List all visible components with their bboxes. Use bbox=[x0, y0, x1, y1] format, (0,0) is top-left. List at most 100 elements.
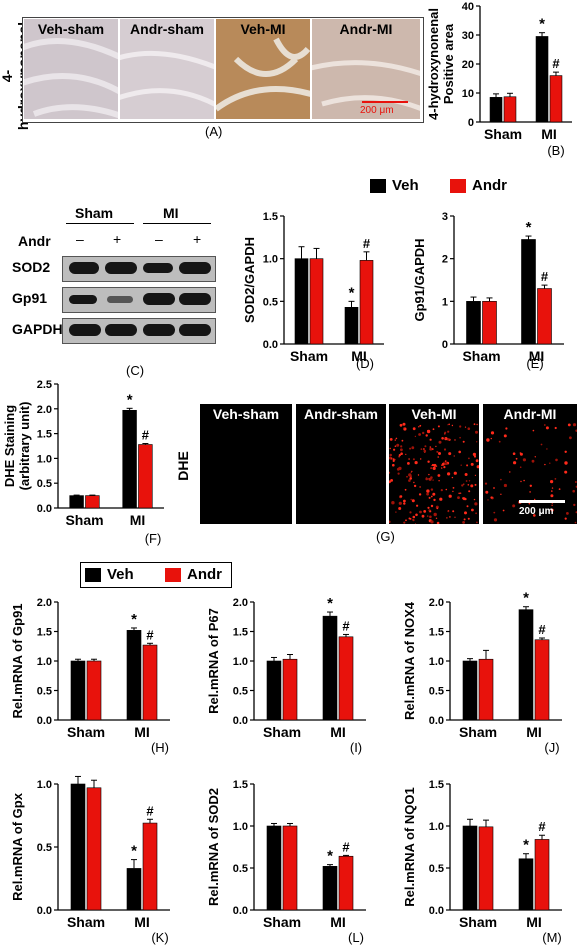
category-label: MI bbox=[529, 348, 545, 364]
y-tick-label: 10 bbox=[462, 88, 474, 100]
y-tick-label: 0.5 bbox=[429, 686, 444, 698]
y-axis-label-line: Positive area bbox=[441, 23, 456, 104]
bar-veh bbox=[294, 258, 309, 345]
panel-letter: (B) bbox=[547, 143, 564, 158]
y-tick-label: 2 bbox=[442, 254, 448, 266]
bar-veh bbox=[70, 783, 86, 911]
significance-hash: # bbox=[342, 618, 350, 633]
panel-letter: (H) bbox=[151, 740, 169, 755]
y-axis-label: Rel.mRNA of NQO1 bbox=[402, 787, 417, 906]
bar-veh bbox=[535, 36, 549, 123]
chart-f: 0.0 0.5 1.0 1.5 2.0 2.5 DHE Staining(arbitrary… bbox=[2, 379, 164, 546]
bar-andr bbox=[534, 639, 550, 721]
tile-title: Veh-sham bbox=[37, 21, 105, 37]
scale-bar-label: 200 μm bbox=[519, 506, 554, 517]
bar-veh bbox=[462, 825, 478, 911]
panel-letter: (A) bbox=[205, 124, 223, 139]
y-tick-label: 0.5 bbox=[37, 686, 52, 698]
panel-letter: (K) bbox=[151, 930, 168, 945]
panel-letter: (G) bbox=[376, 529, 395, 544]
y-tick-label: 0.5 bbox=[233, 863, 248, 875]
chart-i: 0.0 0.5 1.0 1.5 2.0 Rel.mRNA of P67 Sham * # MI (I… bbox=[206, 595, 366, 755]
category-label: MI bbox=[134, 914, 150, 930]
category-label: Sham bbox=[484, 126, 522, 142]
panel-letter: (J) bbox=[544, 740, 559, 755]
chart-l: 0.0 0.5 1.0 1.5 Rel.mRNA of SOD2 Sham * # MI(L) bbox=[206, 779, 366, 945]
significance-star: * bbox=[523, 590, 529, 607]
y-axis-label: SOD2/GAPDH bbox=[242, 237, 257, 323]
y-axis-label: Rel.mRNA of P67 bbox=[206, 608, 221, 714]
andr-sign: + bbox=[193, 231, 202, 247]
y-axis-label-line: (arbitrary unit) bbox=[17, 402, 32, 491]
bar-andr bbox=[309, 258, 324, 345]
category-label: Sham bbox=[290, 348, 328, 364]
significance-star: * bbox=[131, 843, 137, 860]
category-label: MI bbox=[330, 914, 346, 930]
y-tick-label: 40 bbox=[462, 1, 474, 13]
legend-middle: Veh Andr bbox=[80, 562, 232, 588]
bar-andr bbox=[534, 839, 550, 911]
bar-veh bbox=[126, 630, 142, 721]
chart-m: 0.0 0.5 1.0 1.5 Rel.mRNA of NQO1 Sham * # MI(M) bbox=[402, 779, 562, 945]
panel-letter: (I) bbox=[350, 740, 362, 755]
significance-hash: # bbox=[541, 269, 549, 284]
tile-title: Andr-sham bbox=[130, 21, 204, 37]
panel-letter: (L) bbox=[348, 930, 364, 945]
y-tick-label: 0.0 bbox=[233, 905, 248, 917]
bar-veh bbox=[466, 301, 481, 345]
y-tick-label: 1.0 bbox=[429, 821, 444, 833]
andr-sign: – bbox=[76, 231, 84, 247]
panel-letter: (D) bbox=[356, 356, 374, 371]
significance-star: * bbox=[127, 391, 133, 408]
micrograph-veh-mi: Veh-MI bbox=[216, 19, 310, 119]
bar-andr bbox=[86, 787, 102, 911]
category-label: MI bbox=[526, 914, 542, 930]
significance-star: * bbox=[327, 848, 333, 865]
y-axis-label-line: Gp91/GAPDH bbox=[412, 238, 427, 321]
legend-swatch-veh bbox=[85, 568, 101, 582]
y-tick-label: 1.0 bbox=[263, 254, 278, 266]
y-axis-label: Rel.mRNA of Gp91 bbox=[10, 603, 25, 718]
scale-bar-label: 200 μm bbox=[360, 105, 394, 116]
tile-title: Veh-MI bbox=[240, 21, 286, 37]
legend-label-veh: Veh bbox=[392, 177, 419, 194]
dhe-veh-mi: Veh-MI bbox=[389, 404, 479, 524]
significance-star: * bbox=[131, 611, 137, 628]
category-label: Sham bbox=[65, 512, 103, 528]
legend-swatch-andr bbox=[165, 568, 181, 582]
bar-andr bbox=[338, 636, 354, 721]
category-label: MI bbox=[541, 126, 557, 142]
legend-label-andr: Andr bbox=[472, 177, 507, 194]
y-tick-label: 20 bbox=[462, 59, 474, 71]
y-axis-label-line: DHE Staining bbox=[2, 405, 17, 487]
category-label: Sham bbox=[67, 724, 105, 740]
y-tick-label: 1.0 bbox=[37, 453, 52, 465]
y-tick-label: 2.5 bbox=[37, 379, 52, 391]
y-tick-label: 1.5 bbox=[429, 779, 444, 791]
bar-veh bbox=[70, 660, 86, 721]
tile-title: Andr-MI bbox=[503, 406, 557, 422]
tile-title: Veh-sham bbox=[212, 406, 280, 422]
chart-j: 0.0 0.5 1.0 1.5 2.0 Rel.mRNA of NOX4 Sham * # MI(… bbox=[402, 590, 562, 755]
bar-andr bbox=[142, 644, 158, 721]
bar-veh bbox=[266, 660, 282, 721]
chart-k: 0.0 0.5 1.0 Rel.mRNA of Gpx Sham * # MI(K) bbox=[10, 775, 170, 945]
category-label: MI bbox=[130, 512, 146, 528]
significance-hash: # bbox=[146, 627, 154, 642]
y-tick-label: 30 bbox=[462, 30, 474, 42]
category-label: Sham bbox=[263, 914, 301, 930]
y-axis-label-line: 4-hydroxynonenal bbox=[426, 8, 441, 120]
blot-group-mi: MI bbox=[163, 205, 179, 221]
y-tick-label: 1.5 bbox=[263, 211, 278, 223]
legend-top: Veh Andr bbox=[366, 175, 516, 197]
panel-letter: (E) bbox=[526, 356, 543, 371]
dhe-andr-sham: Andr-sham bbox=[296, 404, 386, 524]
bar-andr bbox=[478, 826, 494, 911]
y-tick-label: 1.5 bbox=[37, 429, 52, 441]
bar-veh bbox=[518, 858, 534, 911]
bar-veh bbox=[266, 825, 282, 911]
y-axis-label: Rel.mRNA of SOD2 bbox=[206, 788, 221, 906]
significance-star: * bbox=[523, 837, 529, 854]
y-tick-label: 0.5 bbox=[263, 296, 278, 308]
bar-veh bbox=[126, 868, 142, 911]
